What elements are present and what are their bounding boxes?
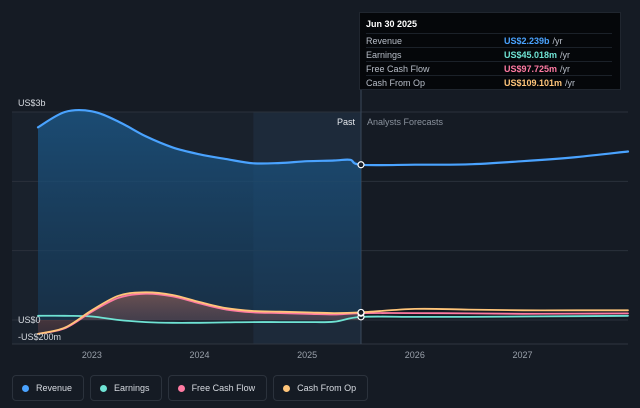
legend-item-cash-from-op[interactable]: Cash From Op <box>273 375 369 401</box>
legend-label: Revenue <box>36 383 73 393</box>
tooltip-value: US$45.018m <box>504 49 558 60</box>
tooltip-unit: /yr <box>560 49 571 60</box>
revenue-dot-icon <box>22 384 29 392</box>
tooltip-label: Revenue <box>366 35 403 46</box>
legend-item-free-cash-flow[interactable]: Free Cash Flow <box>167 375 268 401</box>
tooltip-unit: /yr <box>565 77 576 88</box>
legend: Revenue Earnings Free Cash Flow Cash Fro… <box>12 375 369 401</box>
x-tick-label: 2025 <box>297 350 317 360</box>
tooltip-value: US$97.725m <box>504 63 558 74</box>
cash-from-op-marker <box>357 308 365 317</box>
cash-from-op-dot-icon <box>283 384 291 392</box>
tooltip: Jun 30 2025 Revenue US$2.239b /yr Earnin… <box>359 12 621 90</box>
legend-item-revenue[interactable]: Revenue <box>12 375 85 401</box>
revenue-line <box>36 108 630 167</box>
tooltip-label: Cash From Op <box>366 77 426 88</box>
free-cash-flow-line <box>37 292 629 335</box>
y-axis-label: US$3b <box>18 98 46 108</box>
tooltip-unit: /yr <box>560 63 571 74</box>
y-axis-label: -US$200m <box>18 332 61 342</box>
legend-label: Cash From Op <box>297 383 357 393</box>
tooltip-label: Earnings <box>366 49 402 60</box>
tooltip-value: US$109.101m <box>504 77 563 88</box>
legend-label: Earnings <box>114 383 150 393</box>
tooltip-row-revenue: Revenue US$2.239b /yr <box>366 33 612 47</box>
forecast-label: Analysts Forecasts <box>367 117 444 127</box>
past-label: Past <box>337 117 356 127</box>
legend-label: Free Cash Flow <box>191 383 256 393</box>
tooltip-unit: /yr <box>552 35 563 46</box>
x-tick-label: 2024 <box>189 350 209 360</box>
cash-from-op-area <box>38 292 361 334</box>
x-tick-label: 2023 <box>82 350 102 360</box>
tooltip-row-earnings: Earnings US$45.018m /yr <box>366 47 612 61</box>
earnings-dot-icon <box>100 384 108 392</box>
x-tick-label: 2027 <box>512 350 532 360</box>
earnings-line <box>37 314 629 324</box>
x-tick-label: 2026 <box>405 350 425 360</box>
free-cash-flow-dot-icon <box>177 384 185 392</box>
tooltip-row-cash-from-op: Cash From Op US$109.101m /yr <box>366 75 612 89</box>
tooltip-date: Jun 30 2025 <box>366 19 418 29</box>
tooltip-value: US$2.239b <box>504 35 550 46</box>
revenue-marker <box>357 161 365 169</box>
tooltip-label: Free Cash Flow <box>366 63 430 74</box>
cash-from-op-line <box>37 291 629 335</box>
legend-item-earnings[interactable]: Earnings <box>90 375 162 401</box>
revenue-area <box>38 110 361 321</box>
y-axis-label: US$0 <box>18 315 41 325</box>
tooltip-row-free-cash-flow: Free Cash Flow US$97.725m /yr <box>366 61 612 75</box>
